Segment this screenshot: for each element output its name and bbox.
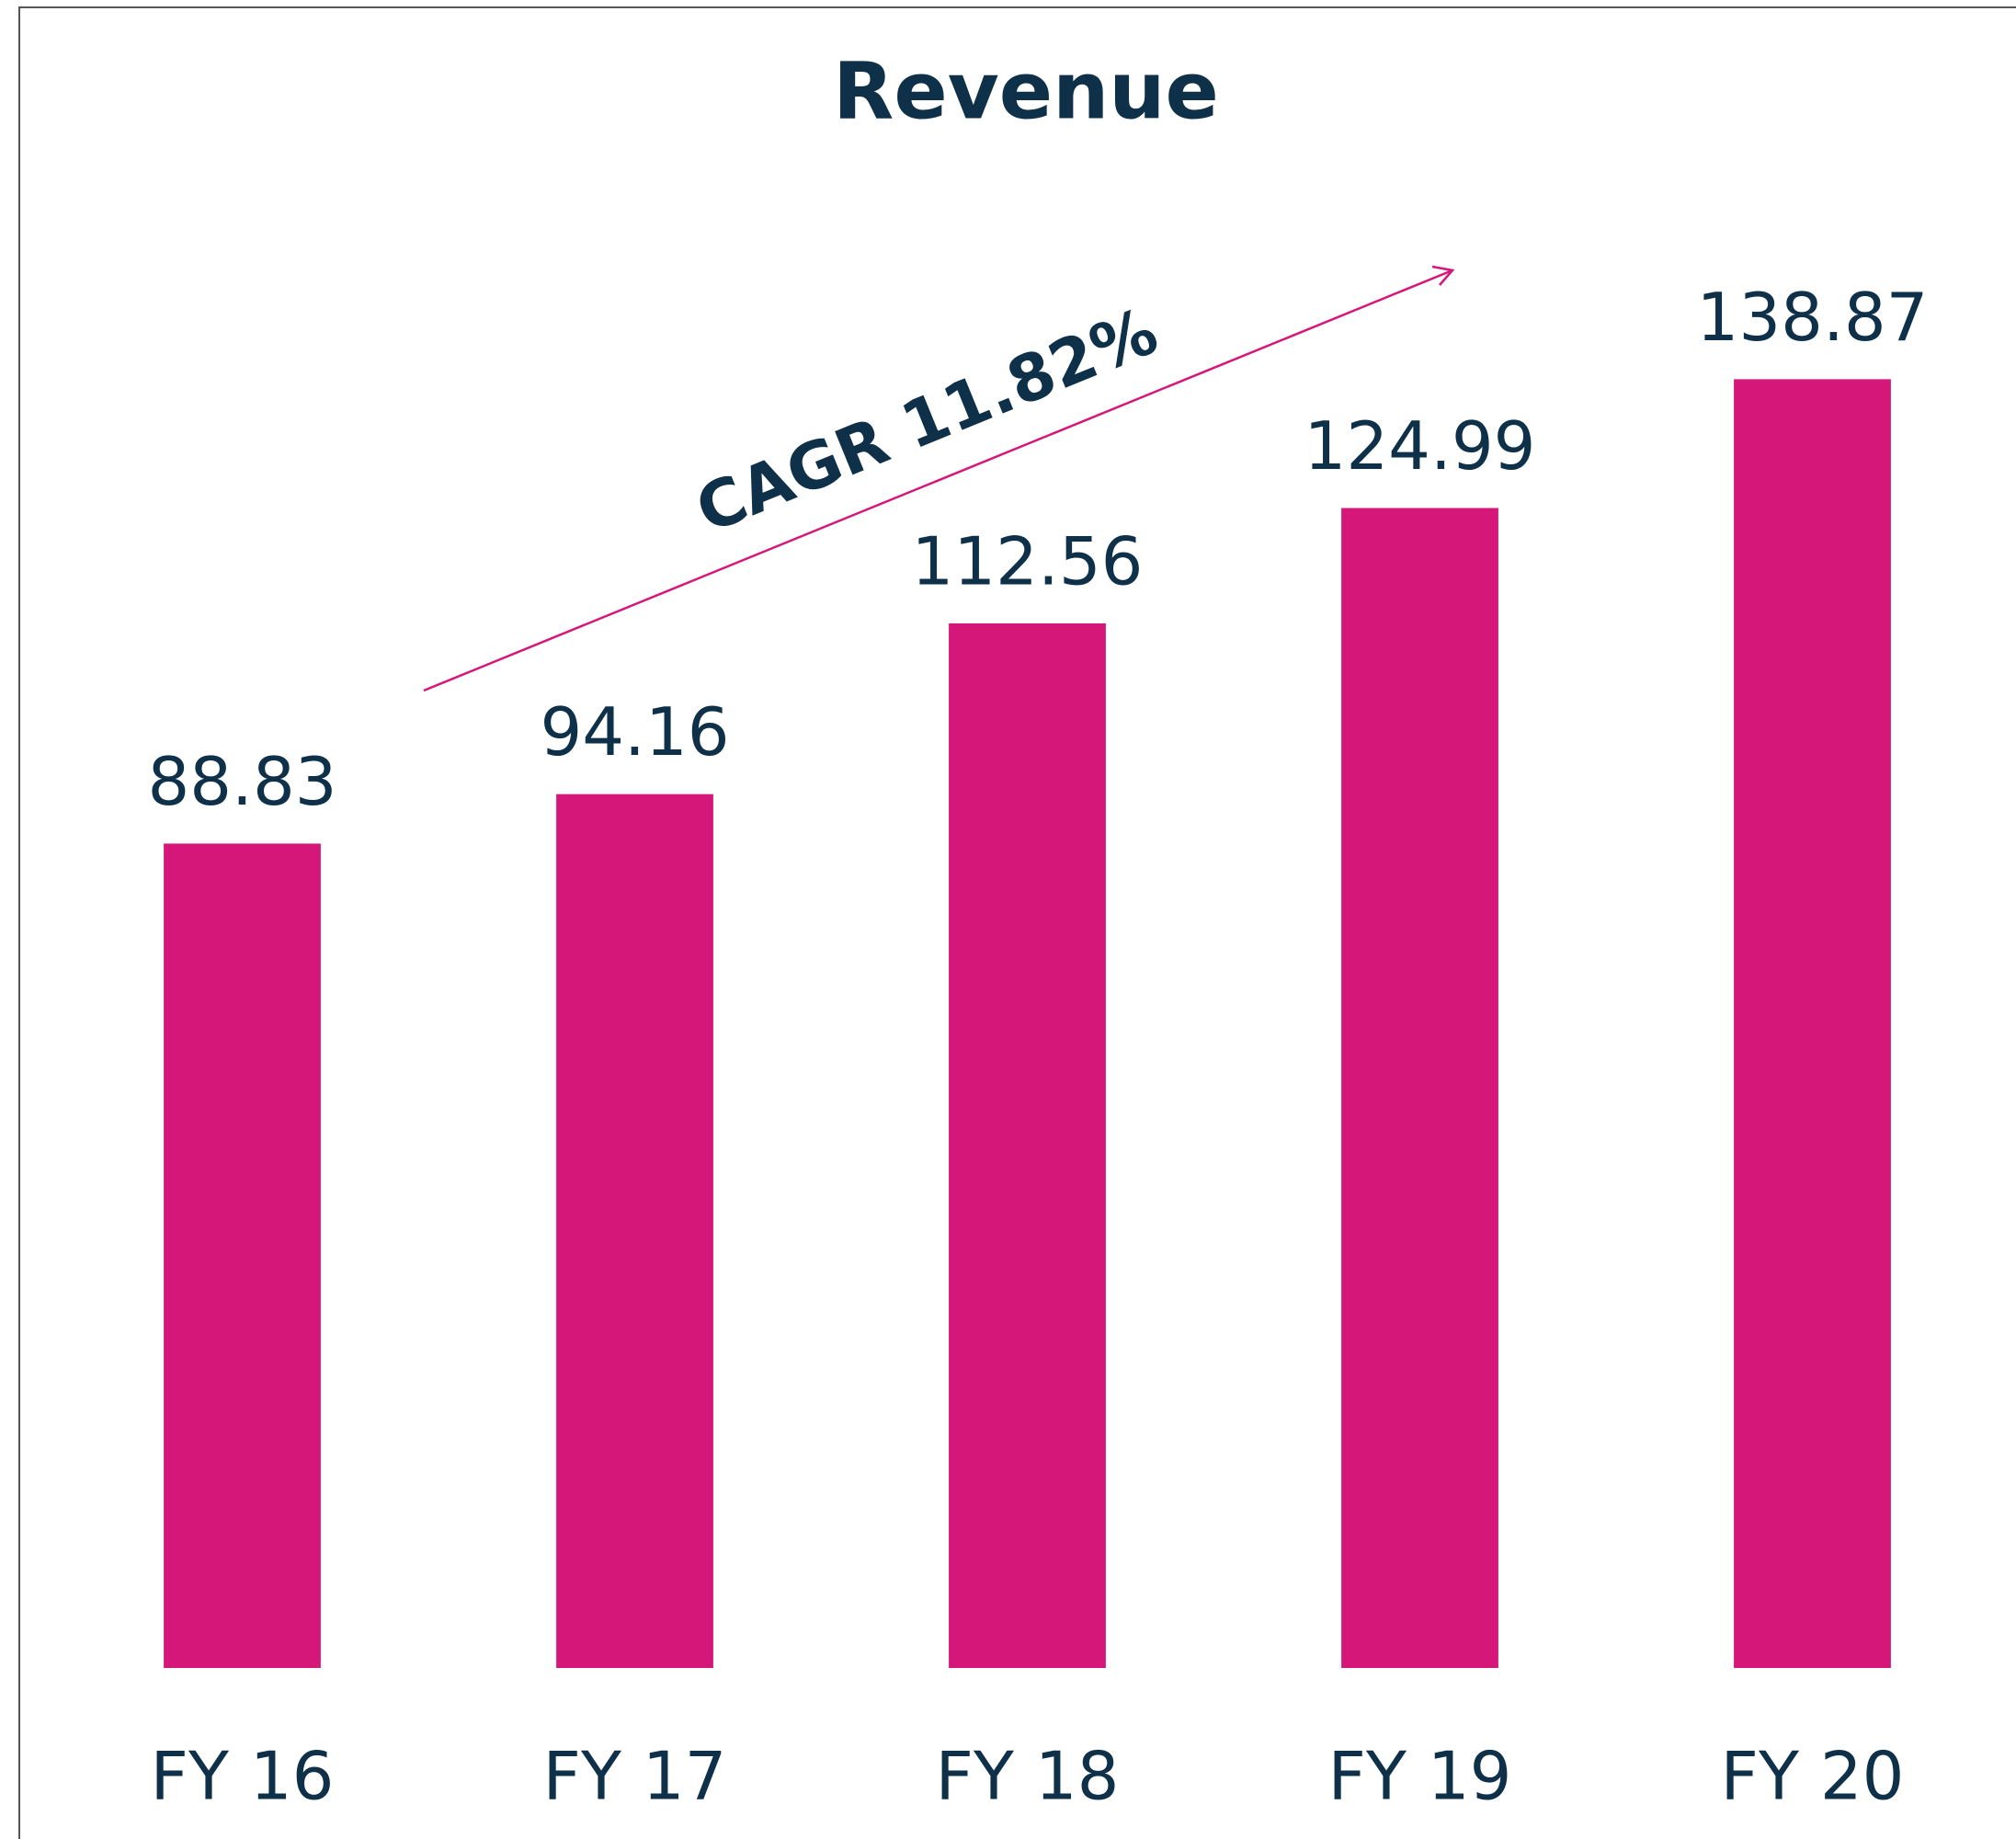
value-label: 124.99: [1304, 407, 1536, 485]
bar: [164, 843, 321, 1668]
value-label: 94.16: [540, 693, 729, 771]
cagr-annotation: CAGR 11.82%: [686, 293, 1167, 548]
value-label: 88.83: [147, 743, 336, 820]
bar: [949, 623, 1106, 1668]
arrow-head: [1431, 265, 1455, 286]
x-tick-label: FY 17: [543, 1738, 727, 1815]
value-label: 138.87: [1697, 279, 1929, 356]
x-tick-label: FY 19: [1328, 1738, 1512, 1815]
x-tick-label: FY 18: [936, 1738, 1120, 1815]
bar: [556, 794, 713, 1668]
value-label: 112.56: [912, 522, 1144, 600]
x-tick-label: FY 16: [151, 1738, 335, 1815]
bar: [1734, 379, 1891, 1669]
x-tick-label: FY 20: [1721, 1738, 1905, 1815]
trend-arrow: [423, 268, 1453, 692]
frame: [18, 6, 2016, 1839]
chart-title: Revenue: [833, 45, 1219, 137]
bar: [1341, 508, 1498, 1668]
